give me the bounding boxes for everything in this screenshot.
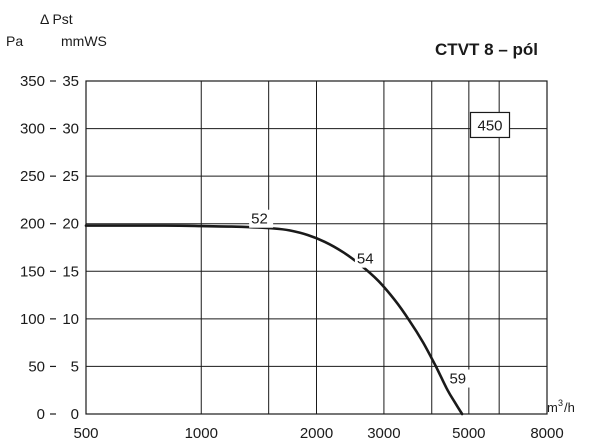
x-axis-ticks: 500 1000 2000 3000 5000 8000 <box>73 425 563 442</box>
y-tick-label-pa: 300 <box>20 121 45 138</box>
x-tick-label: 500 <box>73 425 98 442</box>
model-box-text: 450 <box>477 117 502 134</box>
svg-text:m: m <box>547 400 558 415</box>
y-axis-label-pa: Pa <box>6 33 23 49</box>
x-tick-label: 8000 <box>530 425 563 442</box>
y-tick-label-pa: 100 <box>20 311 45 328</box>
annotation-background <box>354 249 379 268</box>
curve-annotations: 52 54 59 <box>249 209 472 388</box>
svg-text:/h: /h <box>564 400 575 415</box>
x-tick-label: 5000 <box>452 425 485 442</box>
y-tick-label-mmws: 10 <box>62 311 79 328</box>
plot-frame <box>85 80 548 415</box>
y-tick-label-mmws: 5 <box>71 358 79 375</box>
y-tick-label-pa: 0 <box>37 406 45 423</box>
curve-annotation: 54 <box>357 251 374 268</box>
y-tick-label-pa: 250 <box>20 168 45 185</box>
model-box <box>469 111 511 139</box>
annotation-background <box>447 369 472 388</box>
delta-pst-label: Δ Pst <box>40 11 73 27</box>
svg-text:3: 3 <box>558 398 563 408</box>
y-axis-ticks: 0 0 50 5 100 10 150 15 200 20 250 25 300 30 350 35 <box>20 73 79 423</box>
series-line <box>84 224 464 416</box>
y-tick-label-mmws: 15 <box>62 263 79 280</box>
y-tick-label-mmws: 35 <box>62 73 79 90</box>
model-boxed-label: 450 <box>469 111 511 139</box>
annotation-background <box>249 209 274 228</box>
y-tick-label-pa: 150 <box>20 263 45 280</box>
y-tick-label-pa: 350 <box>20 73 45 90</box>
curve-annotation: 59 <box>449 371 466 388</box>
y-tick-label-pa: 50 <box>28 358 45 375</box>
y-tick-label-mmws: 30 <box>62 121 79 138</box>
chart-title: CTVT 8 – pól <box>435 40 538 59</box>
y-axis-label-mmws: mmWS <box>61 33 107 49</box>
y-tick-label-mmws: 25 <box>62 168 79 185</box>
x-tick-label: 3000 <box>367 425 400 442</box>
curve-annotation: 52 <box>251 211 268 228</box>
y-tick-label-mmws: 0 <box>71 406 79 423</box>
y-tick-label-pa: 200 <box>20 216 45 233</box>
x-tick-label: 2000 <box>300 425 333 442</box>
y-tick-label-mmws: 20 <box>62 216 79 233</box>
x-tick-label: 1000 <box>185 425 218 442</box>
x-axis-unit-label: m 3 /h <box>547 398 575 415</box>
